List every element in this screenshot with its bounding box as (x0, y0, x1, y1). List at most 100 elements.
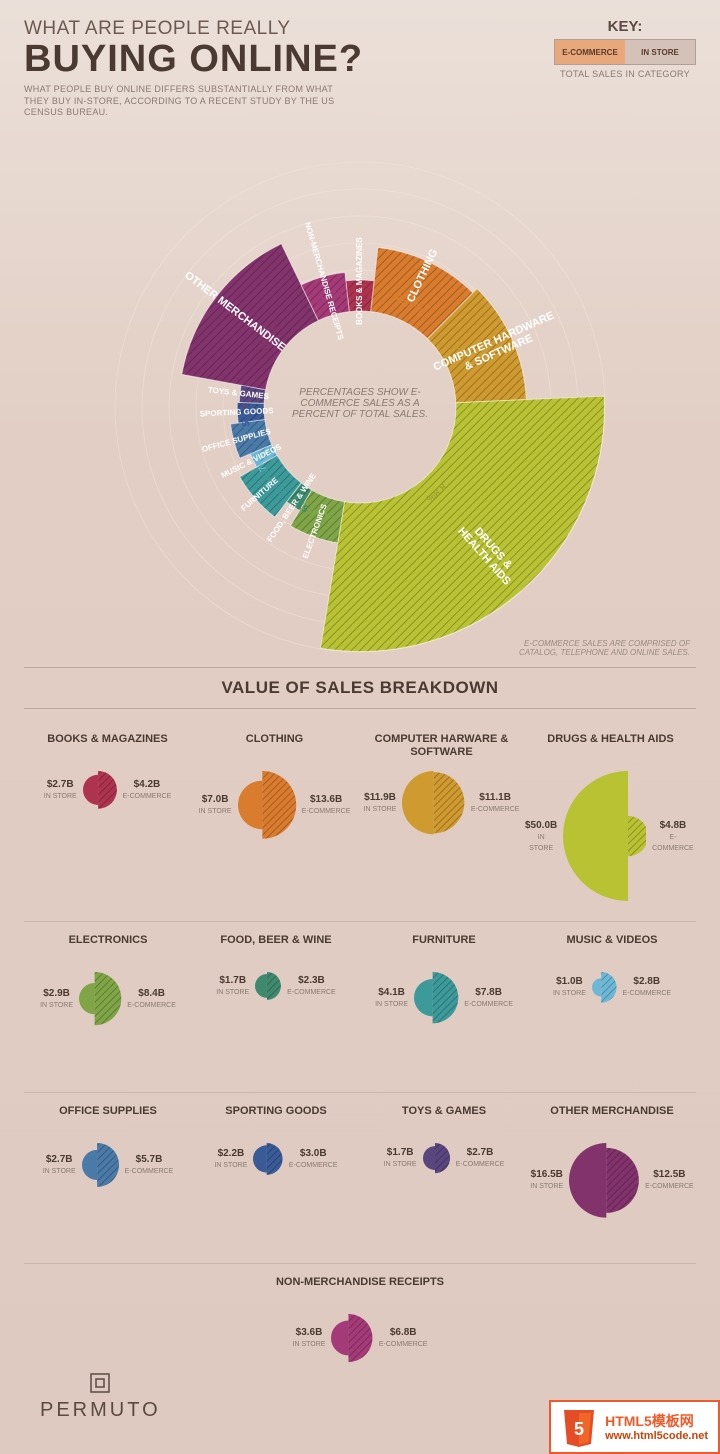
key-box: KEY: E-COMMERCE IN STORE TOTAL SALES IN … (554, 18, 696, 79)
logo-icon (88, 1371, 112, 1395)
half-pie: $50.0BIN STORE $4.8BE-COMMERCE (525, 769, 696, 903)
key-swatches: E-COMMERCE IN STORE (554, 39, 696, 65)
infographic-container: WHAT ARE PEOPLE REALLY BUYING ONLINE? WH… (0, 0, 720, 1454)
breakdown-cell: DRUGS & HEALTH AIDS $50.0BIN STORE $4.8BE-… (525, 733, 696, 903)
key-sub: TOTAL SALES IN CATEGORY (554, 69, 696, 79)
breakdown-title: VALUE OF SALES BREAKDOWN (24, 678, 696, 698)
half-pie-svg (253, 970, 283, 1002)
subtitle: WHAT PEOPLE BUY ONLINE DIFFERS SUBSTANTI… (24, 84, 344, 119)
header: WHAT ARE PEOPLE REALLY BUYING ONLINE? WH… (0, 0, 720, 127)
ecommerce-value: $4.8BE-COMMERCE (650, 820, 696, 853)
ecommerce-value: $6.8BE-COMMERCE (379, 1327, 428, 1349)
breakdown-cell-title: DRUGS & HEALTH AIDS (525, 733, 696, 759)
half-pie: $11.9BIN STORE $11.1BE-COMMERCE (358, 769, 525, 836)
ecommerce-value: $13.6BE-COMMERCE (302, 794, 351, 816)
breakdown-row: BOOKS & MAGAZINES $2.7BIN STORE $4.2BE-COM… (24, 721, 696, 922)
instore-value: $2.7BIN STORE (43, 1154, 76, 1176)
instore-value: $1.0BIN STORE (553, 976, 586, 998)
ecommerce-value: $2.8BE-COMMERCE (622, 976, 671, 998)
instore-value: $2.2BIN STORE (214, 1148, 247, 1170)
breakdown-cell-title: OFFICE SUPPLIES (24, 1105, 192, 1131)
half-pie-svg (77, 970, 123, 1027)
breakdown-cell-title: OTHER MERCHANDISE (528, 1105, 696, 1131)
half-pie: $2.7BIN STORE $4.2BE-COMMERCE (24, 769, 191, 811)
half-pie-svg (400, 769, 466, 836)
breakdown-cell-title: COMPUTER HARWARE & SOFTWARE (358, 733, 525, 759)
half-pie: $3.6BIN STORE $6.8BE-COMMERCE (260, 1312, 460, 1364)
breakdown-cell-title: FURNITURE (360, 934, 528, 960)
key-swatch-ecommerce: E-COMMERCE (555, 40, 625, 64)
ecommerce-value: $5.7BE-COMMERCE (125, 1154, 174, 1176)
half-pie-svg (236, 769, 298, 841)
instore-value: $1.7BIN STORE (216, 975, 249, 997)
donut-slice (321, 396, 605, 651)
half-pie-svg (561, 769, 646, 903)
instore-value: $50.0BIN STORE (525, 820, 557, 853)
half-pie: $1.0BIN STORE $2.8BE-COMMERCE (528, 970, 696, 1005)
breakdown-row: OFFICE SUPPLIES $2.7BIN STORE $5.7BE-COMME… (24, 1093, 696, 1264)
html5-badge: 5 HTML5模板网 www.html5code.net (549, 1400, 720, 1454)
breakdown-cell: COMPUTER HARWARE & SOFTWARE $11.9BIN STOR… (358, 733, 525, 903)
instore-value: $11.9BIN STORE (364, 792, 397, 814)
instore-value: $7.0BIN STORE (199, 794, 232, 816)
breakdown-cell: SPORTING GOODS $2.2BIN STORE $3.0BE-COMMER… (192, 1105, 360, 1245)
half-pie-svg (80, 1141, 121, 1189)
breakdown-cell-title: BOOKS & MAGAZINES (24, 733, 191, 759)
ecommerce-value: $7.8BE-COMMERCE (464, 987, 513, 1009)
ecommerce-value: $2.3BE-COMMERCE (287, 975, 336, 997)
svg-text:5: 5 (574, 1419, 584, 1439)
breakdown-cell: CLOTHING $7.0BIN STORE $13.6BE-COMMERCE (191, 733, 358, 903)
instore-value: $2.7BIN STORE (44, 779, 77, 801)
logo-area: PERMUTO (40, 1371, 161, 1422)
breakdown-cell: NON-MERCHANDISE RECEIPTS $3.6BIN STORE $6.… (260, 1276, 460, 1416)
ecommerce-value: $8.4BE-COMMERCE (127, 988, 176, 1010)
half-pie-svg (251, 1141, 285, 1177)
breakdown-cell-title: ELECTRONICS (24, 934, 192, 960)
breakdown-cell-title: CLOTHING (191, 733, 358, 759)
badge-line2: www.html5code.net (605, 1430, 708, 1442)
breakdown-row: ELECTRONICS $2.9BIN STORE $8.4BE-COMMERCE F… (24, 922, 696, 1093)
half-pie: $16.5BIN STORE $12.5BE-COMMERCE (528, 1141, 696, 1220)
ecommerce-value: $3.0BE-COMMERCE (289, 1148, 338, 1170)
half-pie-svg (421, 1141, 452, 1175)
logo-text: PERMUTO (40, 1399, 161, 1422)
breakdown-cell-title: FOOD, BEER & WINE (192, 934, 360, 960)
breakdown-cell: FURNITURE $4.1BIN STORE $7.8BE-COMMERCE (360, 934, 528, 1074)
breakdown-cell: BOOKS & MAGAZINES $2.7BIN STORE $4.2BE-COM… (24, 733, 191, 903)
ecommerce-value: $11.1BE-COMMERCE (471, 792, 520, 814)
instore-value: $1.7BIN STORE (384, 1147, 417, 1169)
breakdown-grid: BOOKS & MAGAZINES $2.7BIN STORE $4.2BE-COM… (0, 709, 720, 1454)
badge-line1: HTML5模板网 (605, 1414, 708, 1429)
half-pie: $2.9BIN STORE $8.4BE-COMMERCE (24, 970, 192, 1027)
breakdown-cell-title: SPORTING GOODS (192, 1105, 360, 1131)
half-pie: $7.0BIN STORE $13.6BE-COMMERCE (191, 769, 358, 841)
key-swatch-instore: IN STORE (625, 40, 695, 64)
breakdown-cell: FOOD, BEER & WINE $1.7BIN STORE $2.3BE-COM… (192, 934, 360, 1074)
ecommerce-value: $4.2BE-COMMERCE (123, 779, 172, 801)
donut-center-text: PERCENTAGES SHOW E-COMMERCE SALES AS A P… (290, 387, 430, 420)
half-pie-svg (329, 1312, 374, 1364)
breakdown-cell: TOYS & GAMES $1.7BIN STORE $2.7BE-COMMERCE (360, 1105, 528, 1245)
half-pie-svg (590, 970, 619, 1005)
key-title: KEY: (554, 18, 696, 35)
breakdown-cell: OTHER MERCHANDISE $16.5BIN STORE $12.5BE-C… (528, 1105, 696, 1245)
half-pie-svg (567, 1141, 641, 1220)
donut-footnote: E-COMMERCE SALES ARE COMPRISED OF CATALO… (510, 639, 690, 657)
instore-value: $2.9BIN STORE (40, 988, 73, 1010)
half-pie: $4.1BIN STORE $7.8BE-COMMERCE (360, 970, 528, 1025)
breakdown-cell-title: TOYS & GAMES (360, 1105, 528, 1131)
html5-shield-icon: 5 (561, 1408, 597, 1448)
donut-slice-label: BOOKS & MAGAZINES (355, 237, 364, 325)
breakdown-cell-title: NON-MERCHANDISE RECEIPTS (260, 1276, 460, 1302)
half-pie: $2.7BIN STORE $5.7BE-COMMERCE (24, 1141, 192, 1189)
instore-value: $4.1BIN STORE (375, 987, 408, 1009)
donut-section: 61.0%BOOKS & MAGAZINES65.9%CLOTHING48.1%… (0, 127, 720, 667)
instore-value: $3.6BIN STORE (293, 1327, 326, 1349)
ecommerce-value: $12.5BE-COMMERCE (645, 1169, 694, 1191)
half-pie: $1.7BIN STORE $2.7BE-COMMERCE (360, 1141, 528, 1175)
half-pie-svg (81, 769, 119, 811)
ecommerce-value: $2.7BE-COMMERCE (456, 1147, 505, 1169)
half-pie: $1.7BIN STORE $2.3BE-COMMERCE (192, 970, 360, 1002)
instore-value: $16.5BIN STORE (530, 1169, 563, 1191)
breakdown-cell-title: MUSIC & VIDEOS (528, 934, 696, 960)
